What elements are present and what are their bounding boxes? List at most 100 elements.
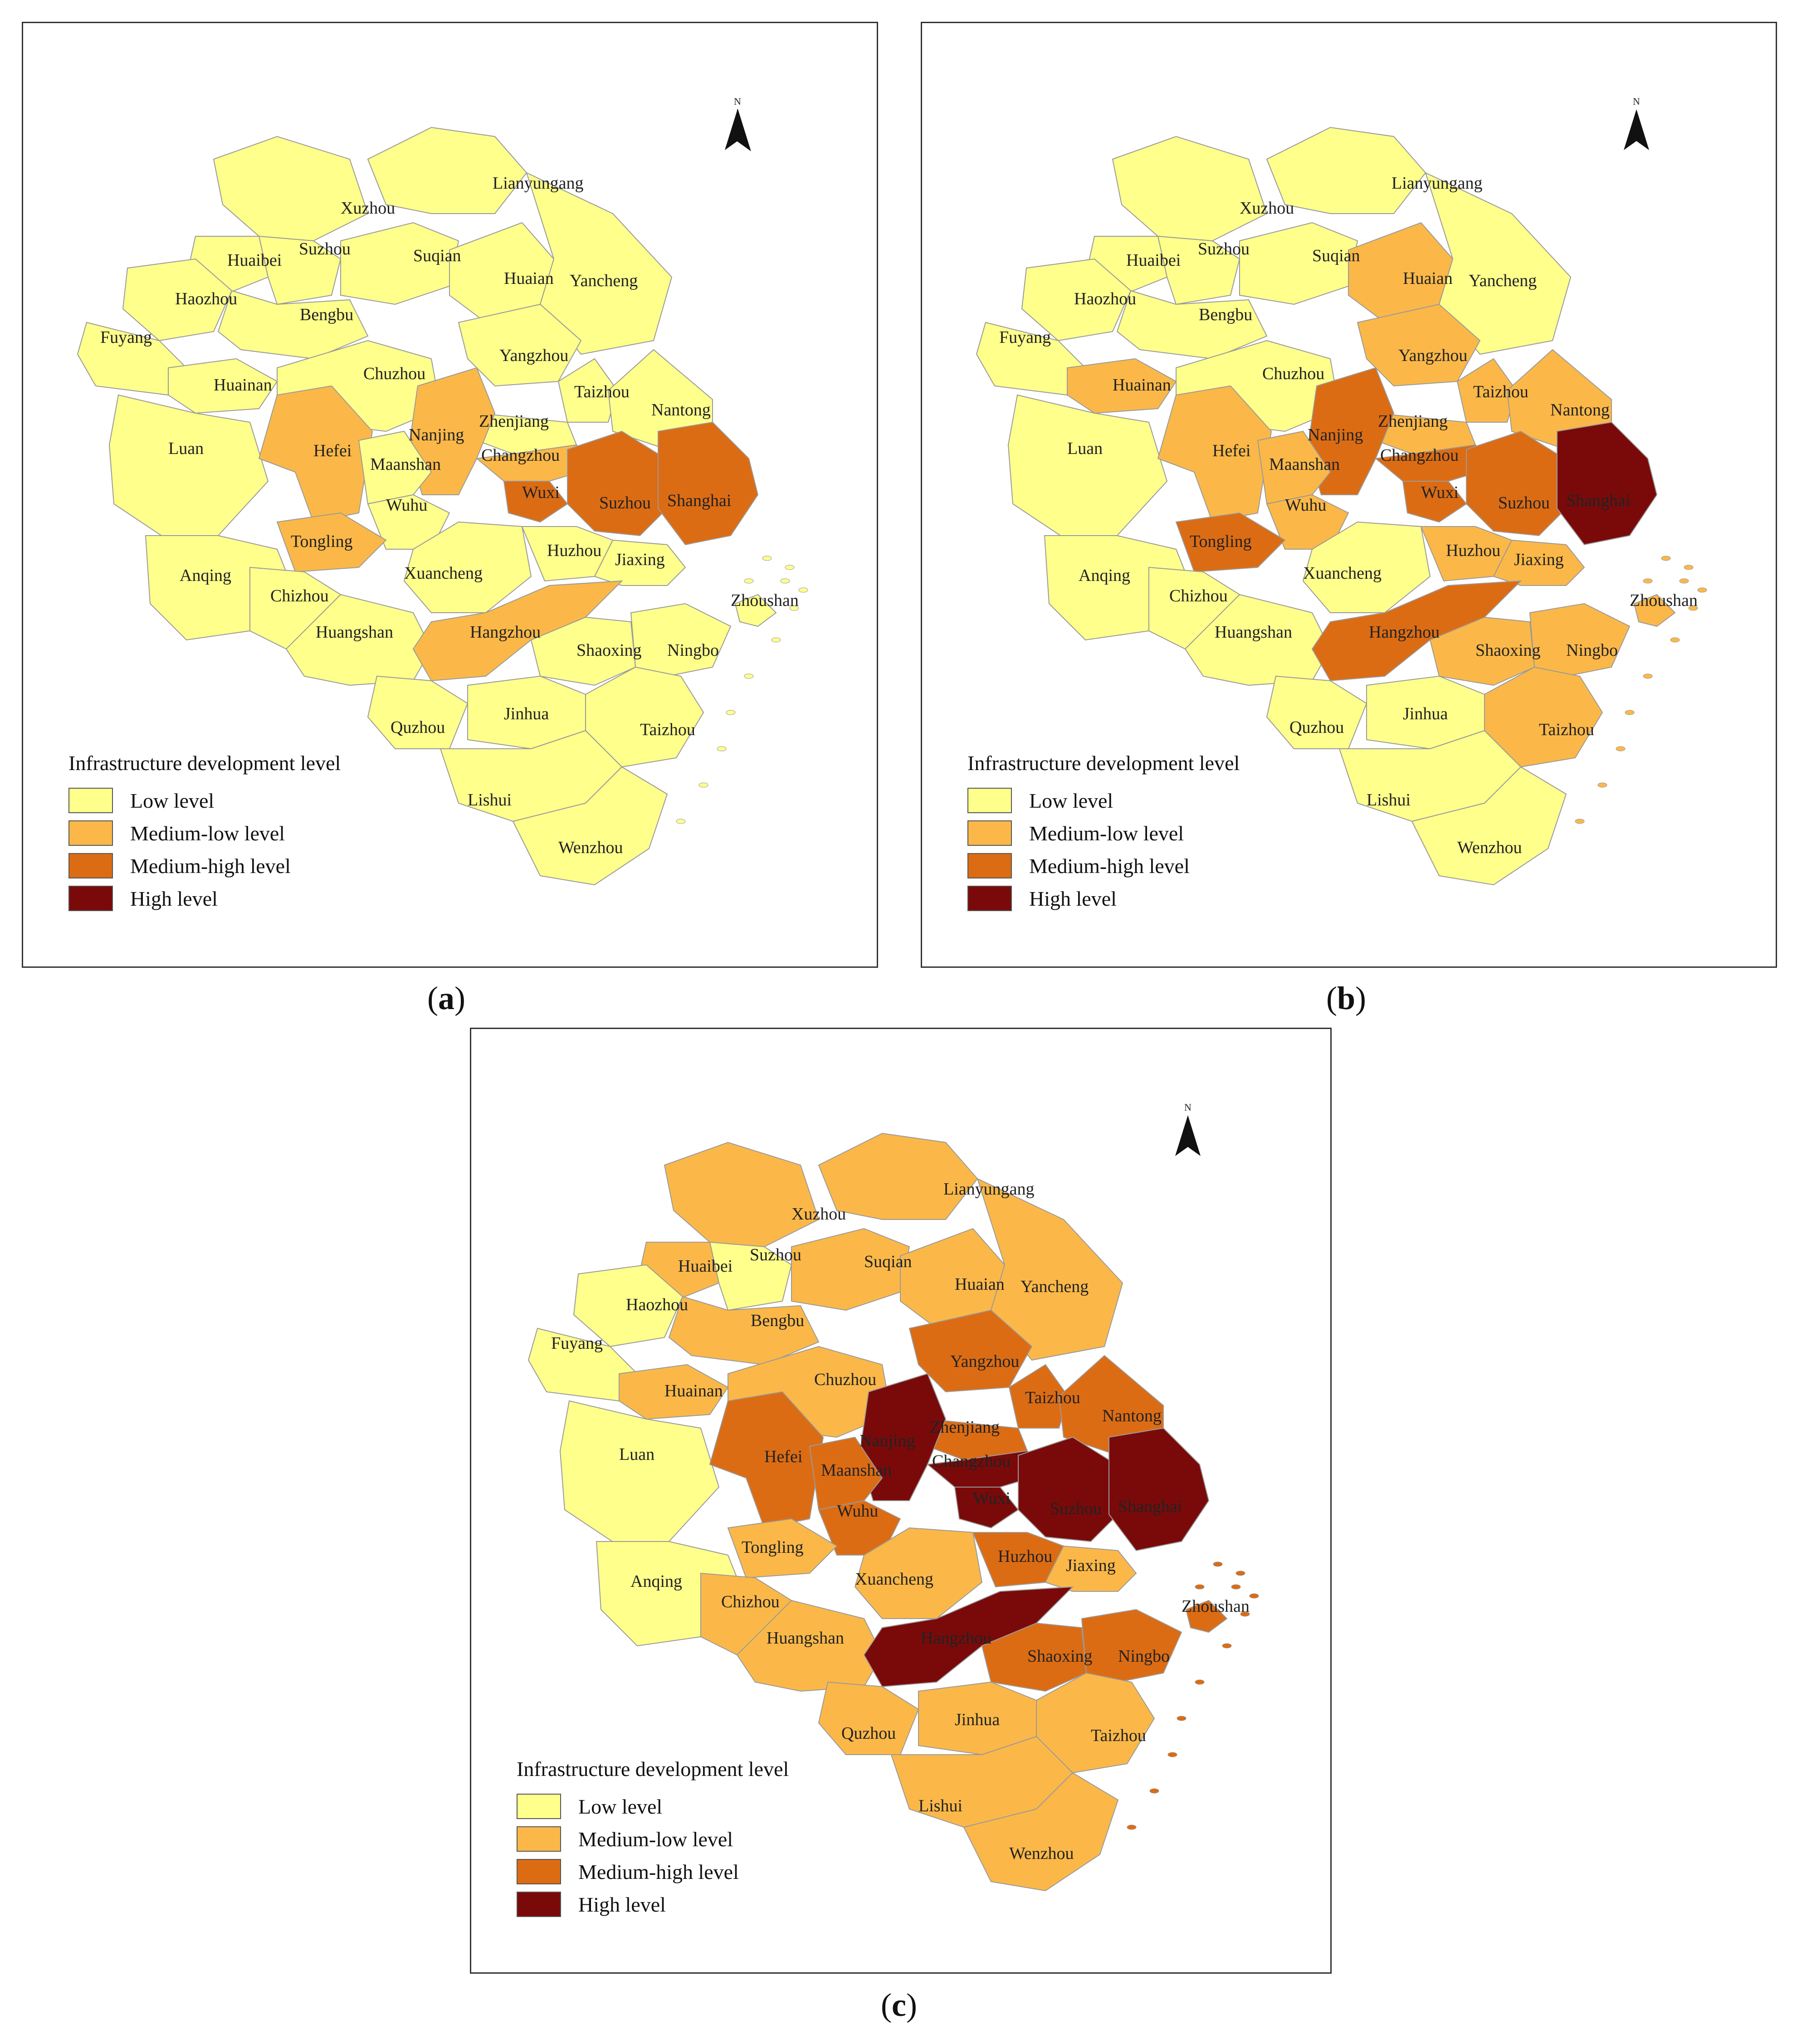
city-label-anqing: Anqing — [180, 566, 231, 585]
north-label: N — [1184, 1102, 1191, 1113]
island-shape — [726, 710, 736, 715]
region-huainan — [168, 358, 278, 414]
legend-title: Infrastructure development level — [967, 751, 1240, 775]
city-label-huzhou: Huzhou — [998, 1547, 1052, 1566]
region-zhoushan — [734, 594, 777, 627]
region-xuancheng — [403, 521, 532, 613]
legend-c: Infrastructure development level Low leve… — [517, 1757, 789, 1921]
region-wenzhou — [1411, 766, 1567, 886]
island-shape — [1697, 587, 1707, 593]
region-haozhou — [122, 258, 233, 341]
city-label-wenzhou: Wenzhou — [558, 838, 623, 857]
city-label-yancheng: Yancheng — [1021, 1277, 1089, 1296]
city-label-wuhu: Wuhu — [386, 496, 427, 515]
region-tongling — [727, 1518, 838, 1579]
region-zhoushan — [1633, 594, 1676, 627]
north-arrow-icon: N — [1618, 96, 1655, 155]
city-label-huzhou: Huzhou — [1446, 541, 1500, 560]
region-suzhou — [567, 430, 668, 537]
island-shape — [1625, 710, 1635, 715]
city-label-shaoxing: Shaoxing — [576, 641, 642, 660]
region-xuzhou — [213, 136, 369, 242]
city-label-tongling: Tongling — [291, 532, 353, 551]
city-label-huainan: Huainan — [664, 1381, 723, 1400]
island-shape — [1670, 637, 1680, 643]
region-wuxi — [1402, 481, 1467, 523]
city-label-changzhou: Changzhou — [1380, 446, 1459, 465]
city-label-wuxi: Wuxi — [1421, 483, 1459, 502]
city-label-zhoushan: Zhoushan — [1630, 591, 1698, 610]
city-label-ningbo: Ningbo — [1118, 1647, 1170, 1666]
city-label-yangzhou: Yangzhou — [499, 346, 568, 365]
city-label-suqian: Suqian — [413, 246, 461, 265]
island-shape — [744, 578, 754, 584]
island-shape — [1167, 1752, 1177, 1757]
north-arrow-icon: N — [1170, 1102, 1206, 1161]
island-shape — [1249, 1593, 1259, 1599]
caption-a: (a) — [427, 980, 465, 1016]
island-shape — [744, 673, 754, 679]
region-maanshan — [358, 430, 432, 505]
city-label-huaibei: Huaibei — [227, 251, 282, 270]
island-shape — [1575, 819, 1585, 824]
city-label-huzhou: Huzhou — [547, 541, 601, 560]
legend-swatch — [517, 1794, 561, 1819]
island-shape — [1222, 1643, 1232, 1649]
region-quzhou — [1266, 675, 1367, 749]
city-label-quzhou: Quzhou — [391, 718, 445, 737]
island-shape — [698, 782, 708, 788]
island-shape — [1235, 1571, 1245, 1576]
city-label-taizhou-z: Taizhou — [1091, 1726, 1146, 1745]
city-label-tongling: Tongling — [742, 1538, 804, 1557]
island-shape — [1688, 605, 1698, 611]
legend-label: Medium-low level — [130, 821, 285, 845]
legend-swatch — [967, 853, 1012, 878]
region-jiaxing — [594, 539, 686, 586]
region-ningbo — [1081, 1609, 1182, 1683]
legend-a: Infrastructure development level Low leve… — [68, 751, 341, 915]
city-label-lianyungang: Lianyungang — [943, 1180, 1035, 1199]
legend-swatch — [517, 1892, 561, 1917]
legend-label: Low level — [130, 789, 215, 812]
legend-item: Medium-high level — [517, 1855, 789, 1888]
island-shape — [771, 637, 781, 643]
city-label-nanjing: Nanjing — [409, 425, 464, 444]
legend-item: Medium-low level — [967, 817, 1240, 849]
city-label-xuancheng: Xuancheng — [855, 1570, 933, 1589]
city-label-shanghai: Shanghai — [1566, 491, 1630, 510]
city-label-ningbo: Ningbo — [667, 641, 719, 660]
island-shape — [762, 556, 772, 561]
city-label-huangshan: Huangshan — [1215, 623, 1292, 642]
city-label-taizhou-z: Taizhou — [1539, 720, 1594, 739]
city-label-luan: Luan — [619, 1445, 654, 1464]
legend-item: Medium-low level — [517, 1823, 789, 1855]
city-label-chizhou: Chizhou — [1169, 586, 1228, 605]
legend-item: High level — [967, 882, 1240, 915]
region-xuancheng — [1302, 521, 1431, 613]
north-label: N — [734, 96, 741, 107]
legend-label: Medium-high level — [130, 854, 291, 878]
city-label-wuxi: Wuxi — [522, 483, 560, 502]
legend-label: Medium-low level — [1029, 821, 1184, 845]
region-yancheng — [526, 172, 673, 355]
city-label-nanjing: Nanjing — [859, 1431, 915, 1450]
legend-item: Low level — [68, 784, 341, 817]
island-shape — [1195, 1679, 1205, 1685]
island-shape — [1643, 578, 1653, 584]
city-label-zhenjiang: Zhenjiang — [930, 1418, 1000, 1437]
city-label-hangzhou: Hangzhou — [470, 623, 541, 642]
city-label-xuancheng: Xuancheng — [404, 564, 483, 583]
region-huainan — [1067, 358, 1177, 414]
city-label-lianyungang: Lianyungang — [1392, 174, 1483, 193]
legend-label: High level — [1029, 887, 1117, 910]
island-shape — [780, 578, 790, 584]
city-label-shaoxing: Shaoxing — [1475, 641, 1541, 660]
city-label-jinhua: Jinhua — [955, 1710, 1000, 1729]
legend-swatch — [517, 1826, 561, 1852]
region-wuxi — [503, 481, 568, 523]
region-shanghai — [658, 421, 759, 546]
region-bengbu — [668, 1296, 820, 1366]
city-label-anqing: Anqing — [1079, 566, 1130, 585]
island-shape — [1643, 673, 1653, 679]
city-label-quzhou: Quzhou — [1289, 718, 1344, 737]
